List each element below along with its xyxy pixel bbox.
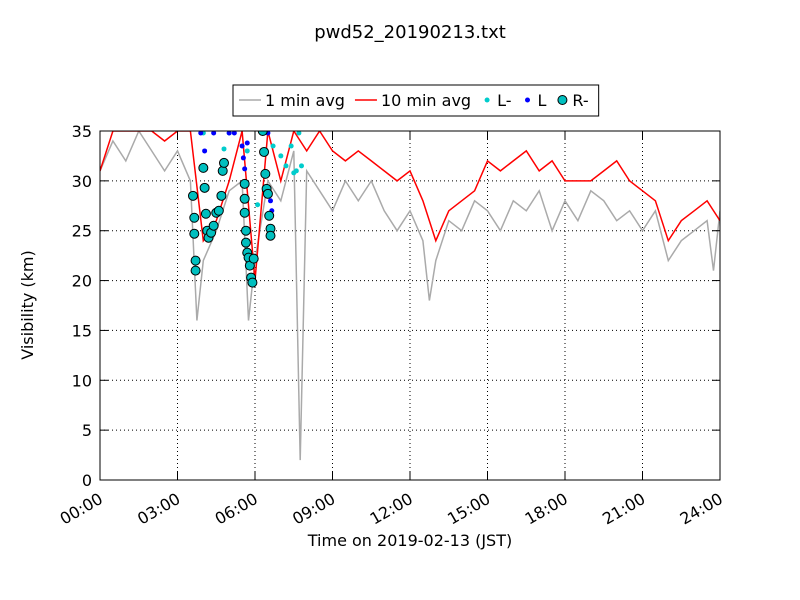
- marker: [248, 253, 259, 264]
- marker: [283, 163, 289, 169]
- marker: [265, 230, 276, 241]
- marker: [240, 237, 251, 248]
- marker: [213, 205, 224, 216]
- y-axis-label: Visibility (km): [18, 250, 37, 359]
- marker: [255, 202, 261, 208]
- legend-box: [232, 84, 600, 117]
- marker: [247, 277, 258, 288]
- y-tick-label: 10: [72, 371, 92, 390]
- marker: [244, 140, 250, 146]
- marker: [231, 131, 237, 136]
- marker: [221, 146, 227, 152]
- marker: [208, 220, 219, 231]
- marker: [260, 168, 271, 179]
- marker: [226, 131, 232, 136]
- marker: [211, 131, 217, 136]
- marker: [257, 131, 268, 136]
- y-tick-label: 30: [72, 172, 92, 191]
- marker: [242, 166, 248, 172]
- marker: [239, 178, 250, 189]
- legend: 1 min avg 10 min avg L- L R-: [232, 84, 600, 117]
- y-tick-label: 15: [72, 321, 92, 340]
- legend-label: R-: [572, 91, 588, 110]
- legend-swatch: [525, 97, 530, 103]
- marker: [189, 212, 200, 223]
- marker: [299, 163, 304, 169]
- marker: [200, 208, 211, 219]
- marker: [199, 182, 210, 193]
- marker: [190, 265, 201, 276]
- marker: [189, 228, 200, 239]
- marker: [239, 207, 250, 218]
- marker: [278, 153, 284, 159]
- legend-label: L-: [497, 91, 511, 110]
- marker: [244, 148, 250, 154]
- y-tick-label: 25: [72, 222, 92, 241]
- legend-swatch: [484, 97, 490, 103]
- line-series: [100, 131, 720, 461]
- y-tick-label: 5: [82, 421, 92, 440]
- marker: [270, 143, 276, 149]
- marker: [239, 193, 250, 204]
- marker: [198, 162, 209, 173]
- marker: [264, 210, 275, 221]
- marker: [239, 143, 245, 149]
- marker: [216, 190, 227, 201]
- marker: [268, 198, 273, 204]
- marker: [296, 131, 302, 136]
- y-tick-label: 20: [72, 272, 92, 291]
- marker: [188, 190, 198, 201]
- marker: [240, 225, 251, 236]
- marker: [240, 155, 246, 161]
- y-tick-label: 0: [82, 471, 92, 490]
- marker: [259, 146, 270, 157]
- x-axis-label: Time on 2019-02-13 (JST): [307, 531, 512, 550]
- marker: [293, 168, 299, 174]
- marker: [288, 143, 294, 149]
- marker: [262, 188, 273, 199]
- legend-label: 1 min avg: [265, 91, 345, 110]
- legend-swatch: [557, 95, 568, 105]
- line-series: [100, 131, 720, 281]
- legend-label: L: [538, 91, 547, 110]
- y-tick-label: 35: [72, 122, 92, 141]
- marker: [219, 157, 229, 168]
- marker: [198, 131, 204, 136]
- marker: [202, 148, 208, 154]
- marker: [190, 255, 201, 266]
- plot-area: [100, 131, 720, 461]
- chart-title: pwd52_20190213.txt: [314, 22, 506, 43]
- legend-label: 10 min avg: [381, 91, 471, 110]
